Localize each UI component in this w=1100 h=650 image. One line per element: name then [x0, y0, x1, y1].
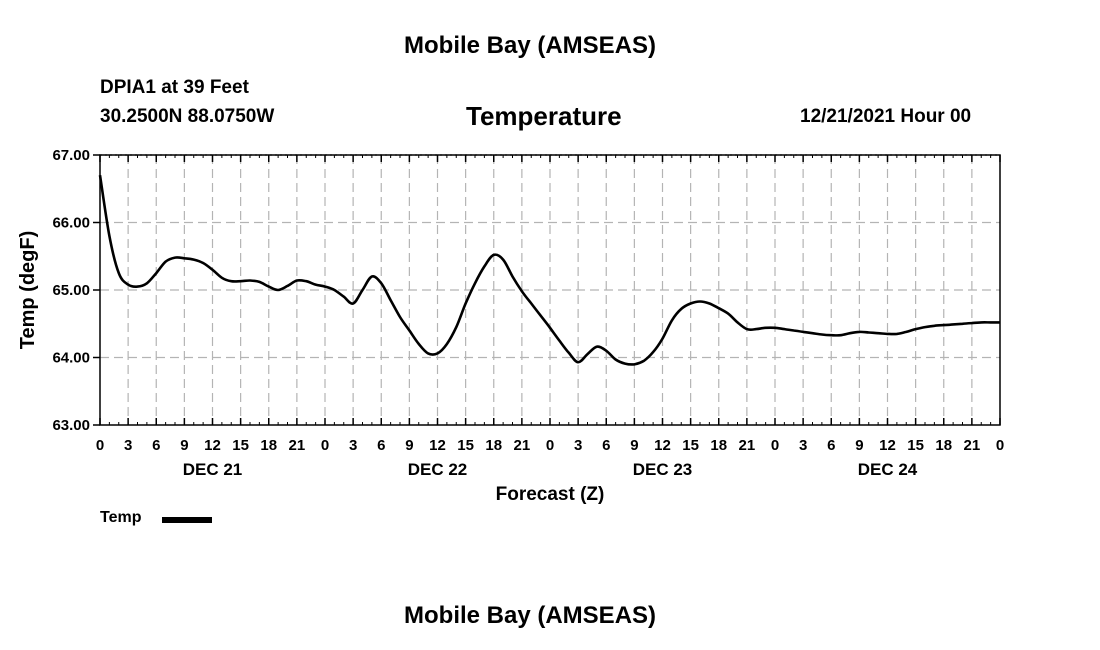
x-tick-label: 3 [349, 437, 357, 454]
y-tick-label: 64.00 [52, 350, 90, 367]
x-tick-label: 3 [799, 437, 807, 454]
x-tick-label: 15 [457, 437, 474, 454]
x-tick-label: 9 [855, 437, 863, 454]
x-tick-label: 21 [964, 437, 981, 454]
x-tick-label: 12 [204, 437, 221, 454]
y-axis-label: Temp (degF) [17, 231, 39, 350]
y-tick-label: 65.00 [52, 282, 90, 299]
x-tick-label: 6 [377, 437, 385, 454]
x-tick-label: 0 [546, 437, 554, 454]
x-tick-label: 12 [654, 437, 671, 454]
y-tick-label: 67.00 [52, 147, 90, 164]
legend-label-temp: Temp [100, 509, 142, 526]
datetime-label: 12/21/2021 Hour 00 [800, 106, 972, 127]
x-tick-label: 18 [260, 437, 277, 454]
x-tick-label: 15 [232, 437, 249, 454]
day-label: DEC 24 [858, 460, 918, 479]
x-tick-label: 6 [602, 437, 610, 454]
chart-subtitle: Temperature [466, 101, 622, 131]
x-axis-label: Forecast (Z) [496, 484, 605, 505]
x-tick-label: 18 [485, 437, 502, 454]
legend: Temp [100, 509, 141, 527]
x-tick-label: 12 [429, 437, 446, 454]
tick-label-layer: 63.00 64.00 65.00 66.00 67.00 0 3 6 9 12 15 18 21 0 3 6… [52, 147, 1004, 479]
x-tick-label: 21 [289, 437, 306, 454]
day-label: DEC 23 [633, 460, 693, 479]
day-label: DEC 21 [183, 460, 243, 479]
footer-title: Mobile Bay (AMSEAS) [404, 602, 657, 629]
x-tick-label: 9 [630, 437, 638, 454]
plot-frame [99, 154, 1001, 426]
x-tick-label: 18 [935, 437, 952, 454]
y-tick-label: 66.00 [52, 215, 90, 232]
x-tick-label: 6 [827, 437, 835, 454]
series-line-temp [98, 174, 1000, 366]
x-tick-label: 15 [907, 437, 924, 454]
x-tick-label: 12 [879, 437, 896, 454]
y-tick-label: 63.00 [52, 417, 90, 434]
location-label: 30.2500N 88.0750W [100, 106, 275, 127]
x-tick-label: 3 [574, 437, 582, 454]
chart-title: Mobile Bay (AMSEAS) [404, 32, 657, 59]
x-tick-label: 0 [96, 437, 104, 454]
station-label: DPIA1 at 39 Feet [100, 77, 249, 98]
x-tick-label: 0 [321, 437, 329, 454]
x-tick-label: 15 [682, 437, 699, 454]
x-tick-label: 6 [152, 437, 160, 454]
legend-swatch-temp [162, 517, 212, 523]
x-tick-label: 18 [710, 437, 727, 454]
grid-layer [100, 154, 1000, 425]
x-tick-label: 21 [514, 437, 531, 454]
day-label: DEC 22 [408, 460, 468, 479]
x-tick-label: 9 [405, 437, 413, 454]
x-tick-label: 0 [996, 437, 1004, 454]
x-tick-label: 0 [771, 437, 779, 454]
x-tick-label: 21 [739, 437, 756, 454]
x-tick-label: 9 [180, 437, 188, 454]
x-tick-label: 3 [124, 437, 132, 454]
